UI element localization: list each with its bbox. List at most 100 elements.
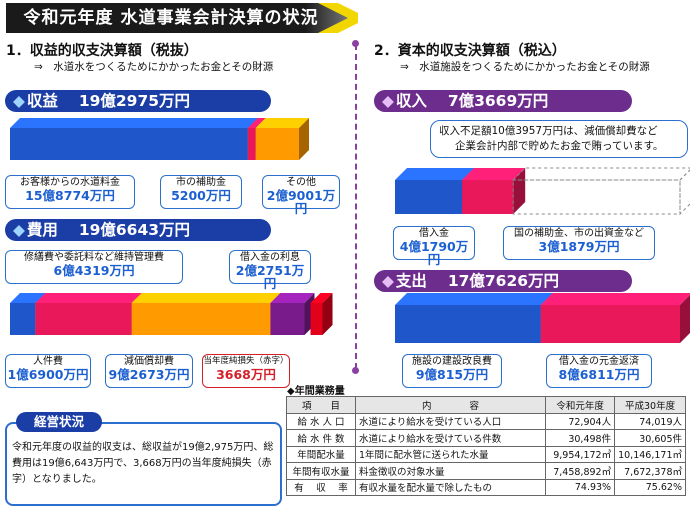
- label-water-fee-amount: 15億8774万円: [25, 188, 115, 203]
- label-interest-amount: 2億2751万円: [235, 263, 305, 291]
- label-maintenance: 修繕費や委託料など維持管理費 6億4319万円: [5, 250, 183, 284]
- expense-bar-segment-1-front: [35, 303, 132, 335]
- table-header: 平成30年度: [614, 396, 686, 414]
- table-cell: 7,458,892㎥: [545, 462, 616, 480]
- divider-dot-top: [352, 40, 359, 47]
- expense-bar-segment-3-top: [270, 293, 315, 303]
- label-maintenance-text: 修繕費や委託料など維持管理費: [24, 252, 164, 263]
- table-cell: 水道により給水を受けている人口: [354, 412, 547, 430]
- label-principal-repayment-text: 借入金の元金返済: [559, 356, 639, 367]
- label-city-subsidy-text: 市の補助金: [176, 177, 226, 188]
- expense-bar-segment-0-front: [10, 303, 36, 335]
- label-personnel: 人件費 1億6900万円: [5, 354, 91, 388]
- label-national-subsidy-text: 国の補助金、市の出資金など: [514, 228, 644, 239]
- label-construction: 施設の建設改良費 9億815万円: [402, 354, 502, 388]
- label-city-subsidy: 市の補助金 5200万円: [160, 175, 242, 209]
- label-depreciation-text: 減価償却費: [124, 356, 174, 367]
- table-row: 給 水 人 口 水道により給水を受けている人口 72,904人 74,019人: [286, 412, 686, 430]
- diamond-icon: ◆: [13, 92, 25, 110]
- expense-bar-segment-3-front: [270, 303, 305, 335]
- right-section-subtitle: ⇒ 水道施設をつくるためにかかったお金とその財源: [400, 61, 650, 73]
- capital-expense-bar-segment-1-top: [540, 293, 690, 305]
- shortfall-outline-front: [512, 179, 681, 215]
- label-other-income-text: その他: [286, 177, 316, 188]
- capital-expense-pill: ◆ 支出 17億7626万円: [374, 270, 632, 292]
- title-banner: 令和元年度 水道事業会計決算の状況: [6, 3, 358, 33]
- capital-income-pill-label: 収入 7億3669万円: [395, 92, 549, 110]
- capital-income-bar-segment-1-front: [462, 180, 514, 214]
- capital-expense-bar-segment-1-front: [540, 305, 680, 343]
- shortfall-note: 収入不足額10億3957万円は、減価償却費など 企業会計内部で貯めたお金で賄って…: [430, 120, 688, 158]
- label-principal-repayment: 借入金の元金返済 8億6811万円: [546, 354, 652, 388]
- shortfall-outline-top: [511, 167, 690, 181]
- income-bar-segment-2-top: [255, 118, 310, 128]
- income-bar-segment-0-top: [10, 118, 258, 128]
- diamond-icon: ◆: [13, 221, 25, 239]
- capital-expense-bar-segment-1-side: [680, 295, 690, 343]
- management-status-text: 令和元年度の収益的収支は、総収益が19億2,975万円、総費用は19億6,643…: [12, 442, 274, 485]
- label-net-loss-text: 当年度純損失（赤字）: [203, 356, 289, 366]
- annual-volume-title: ◆年間業務量: [287, 386, 345, 397]
- income-pill: ◆ 収益 19億2975万円: [5, 90, 271, 112]
- table-cell: 給 水 件 数: [286, 429, 356, 447]
- capital-income-pill: ◆ 収入 7億3669万円: [374, 90, 632, 112]
- capital-expense-bar-segment-0-front: [395, 305, 541, 343]
- table-cell: 給 水 人 口: [286, 412, 356, 430]
- shortfall-note-line1: 収入不足額10億3957万円は、減価償却費など: [439, 125, 658, 137]
- label-interest: 借入金の利息 2億2751万円: [229, 250, 311, 290]
- capital-income-bar-segment-0-top: [395, 168, 475, 180]
- table-header: 内 容: [354, 396, 547, 414]
- table-cell: 74,019人: [614, 412, 686, 430]
- table-cell: 7,672,378㎥: [614, 462, 686, 480]
- table-cell: 有収水量を配水量で除したもの: [354, 478, 547, 496]
- table-header-row: 項 目 内 容 令和元年度 平成30年度: [286, 396, 686, 414]
- label-borrowing-text: 借入金: [419, 228, 449, 239]
- net-loss-bar-front: [310, 303, 323, 335]
- income-bar-segment-2-side: [299, 118, 310, 160]
- expense-pill-label: 費用 19億6643万円: [26, 221, 191, 239]
- table-cell: 30,605件: [614, 429, 686, 447]
- capital-income-bar-segment-0-front: [395, 180, 463, 214]
- table-row: 年間有収水量 料金徴収の対象水量 7,458,892㎥ 7,672,378㎥: [286, 462, 686, 480]
- divider-dot-bottom: [352, 367, 359, 374]
- label-other-income: その他 2億9001万円: [262, 175, 340, 215]
- expense-bar-segment-1-top: [35, 293, 142, 303]
- diamond-icon: ◆: [382, 272, 394, 290]
- diamond-icon: ◆: [382, 92, 394, 110]
- left-section-heading: 1．収益的収支決算額（税抜）: [6, 43, 198, 59]
- table-cell: 年間配水量: [286, 445, 356, 463]
- label-borrowing: 借入金 4億1790万円: [393, 226, 475, 266]
- label-city-subsidy-amount: 5200万円: [171, 188, 231, 203]
- left-section-subtitle: ⇒ 水道水をつくるためにかかったお金とその財源: [34, 61, 274, 73]
- label-national-subsidy-amount: 3億1879万円: [538, 239, 620, 254]
- shortfall-outline-side: [679, 169, 690, 216]
- income-pill-label: 収益 19億2975万円: [26, 92, 191, 110]
- label-personnel-text: 人件費: [33, 356, 63, 367]
- table-cell: 72,904人: [545, 412, 616, 430]
- label-construction-amount: 9億815万円: [415, 367, 489, 382]
- table-row: 給 水 件 数 水道により給水を受けている件数 30,498件 30,605件: [286, 429, 686, 447]
- title-banner-shape: [6, 3, 358, 33]
- table-cell: 74.93%: [545, 478, 616, 496]
- right-section-heading: 2．資本的収支決算額（税込）: [374, 43, 566, 59]
- table-cell: 水道により給水を受けている件数: [354, 429, 547, 447]
- table-header: 項 目: [286, 396, 356, 414]
- capital-expense-bar-segment-0-top: [395, 293, 553, 305]
- management-status-title: 経営状況: [16, 412, 102, 432]
- label-depreciation-amount: 9億2673万円: [108, 367, 190, 382]
- expense-bar-segment-2-front: [131, 303, 271, 335]
- table-cell: 10,146,171㎥: [614, 445, 686, 463]
- income-bar-segment-1-front: [247, 128, 256, 160]
- label-interest-text: 借入金の利息: [240, 252, 300, 263]
- label-borrowing-amount: 4億1790万円: [399, 239, 469, 267]
- label-net-loss: 当年度純損失（赤字） 3668万円: [202, 354, 290, 388]
- label-personnel-amount: 1億6900万円: [7, 367, 89, 382]
- label-water-fee-text: お客様からの水道料金: [20, 177, 120, 188]
- table-cell: 30,498件: [545, 429, 616, 447]
- label-other-income-amount: 2億9001万円: [266, 188, 336, 216]
- table-header: 令和元年度: [545, 396, 616, 414]
- shortfall-note-line2: 企業会計内部で貯めたお金で賄っています。: [455, 140, 664, 152]
- table-row: 年間配水量 1年間に配水管に送られた水量 9,954,172㎥ 10,146,1…: [286, 445, 686, 463]
- income-bar-segment-2-front: [255, 128, 300, 160]
